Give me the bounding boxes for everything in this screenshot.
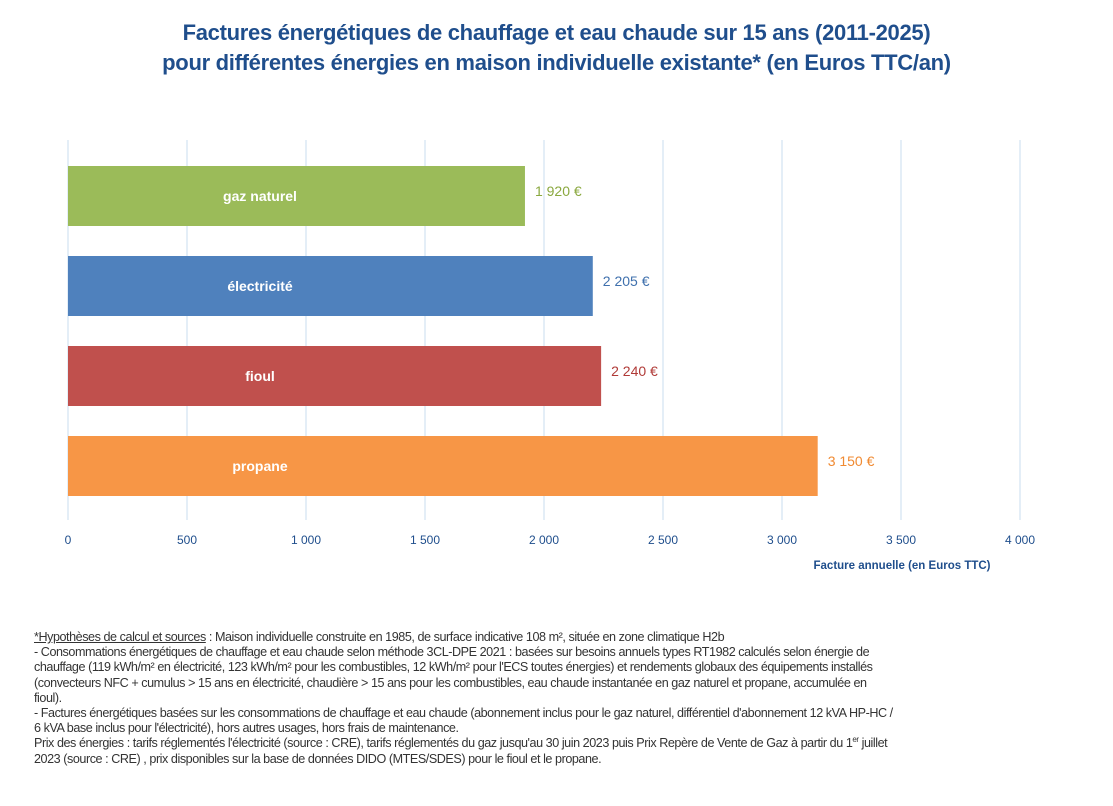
bar-1 <box>68 256 593 316</box>
title-line-1: Factures énergétiques de chauffage et ea… <box>182 20 931 45</box>
bar-0 <box>68 166 525 226</box>
bar-chart: 0 500 1 000 1 500 2 000 2 500 3 000 3 500 4 000 g… <box>65 140 1035 572</box>
x-tick-label: 2 000 <box>529 533 559 547</box>
note-line: Prix des énergies : tarifs réglementés l… <box>34 736 853 751</box>
x-tick-label: 500 <box>177 533 197 547</box>
x-axis-title: Facture annuelle (en Euros TTC) <box>814 560 991 572</box>
x-tick-label: 3 000 <box>767 533 797 547</box>
category-label: fioul <box>245 368 275 384</box>
x-tick-label: 2 500 <box>648 533 678 547</box>
note-line: - Consommations énergétiques de chauffag… <box>34 645 870 660</box>
note-line: (convecteurs NFC + cumulus > 15 ans en é… <box>34 675 867 690</box>
data-label: 3 150 € <box>828 453 875 469</box>
data-label: 2 240 € <box>611 363 658 379</box>
data-label: 1 920 € <box>535 183 582 199</box>
data-label: 2 205 € <box>603 273 650 289</box>
x-tick-label: 4 000 <box>1005 533 1035 547</box>
category-label: propane <box>232 458 287 474</box>
note-line: - Factures énergétiques basées sur les c… <box>34 706 893 721</box>
category-label: électricité <box>227 278 293 294</box>
x-tick-label: 1 000 <box>291 533 321 547</box>
x-tick-label: 0 <box>65 533 72 547</box>
footnotes: *Hypothèses de calcul et sources : Maiso… <box>34 630 1094 767</box>
title-line-2: pour différentes énergies en maison indi… <box>162 50 951 75</box>
note-line: 6 kVA base inclus pour l'électricité), h… <box>34 721 459 736</box>
chart-title: Factures énergétiques de chauffage et ea… <box>0 18 1113 78</box>
hypotheses-label: *Hypothèses de calcul et sources <box>34 630 206 644</box>
note-line: chauffage (119 kWh/m² en électricité, 12… <box>34 660 873 675</box>
superscript: er <box>852 735 859 745</box>
category-label: gaz naturel <box>223 188 297 204</box>
note-line: juillet <box>858 736 888 751</box>
x-tick-label: 1 500 <box>410 533 440 547</box>
hypotheses-text: : Maison individuelle construite en 1985… <box>205 630 725 644</box>
bar-2 <box>68 346 602 406</box>
bar-3 <box>68 436 818 496</box>
note-line: fioul). <box>34 690 62 705</box>
note-line: 2023 (source : CRE) , prix disponibles s… <box>34 751 602 766</box>
x-tick-label: 3 500 <box>886 533 916 547</box>
